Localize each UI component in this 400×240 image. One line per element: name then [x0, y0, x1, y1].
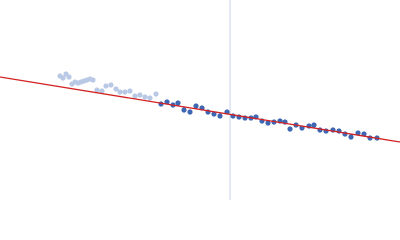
data-point — [175, 100, 181, 106]
data-point — [122, 89, 128, 95]
data-point — [287, 126, 293, 132]
data-point — [108, 82, 114, 88]
data-point — [217, 113, 223, 119]
data-point — [127, 88, 133, 94]
data-point — [181, 107, 187, 113]
data-point — [132, 93, 138, 99]
data-point — [142, 94, 148, 100]
page: {"chart_data": {"type": "scatter", "xlim… — [0, 0, 400, 200]
chart — [0, 0, 400, 200]
data-point — [103, 83, 109, 89]
data-point — [99, 88, 105, 94]
data-point — [355, 130, 361, 136]
data-point — [137, 92, 143, 98]
data-point — [153, 91, 159, 97]
data-point — [113, 86, 119, 92]
data-point — [211, 111, 217, 117]
data-point — [117, 89, 123, 95]
data-point — [311, 122, 317, 128]
data-point — [348, 134, 354, 140]
data-point — [193, 103, 199, 109]
data-point — [60, 75, 66, 81]
data-point — [66, 74, 72, 80]
data-point — [265, 120, 271, 126]
data-point — [94, 87, 100, 93]
data-point — [147, 95, 153, 101]
data-point — [90, 77, 96, 83]
data-point — [187, 109, 193, 115]
fit-line — [0, 76, 400, 143]
